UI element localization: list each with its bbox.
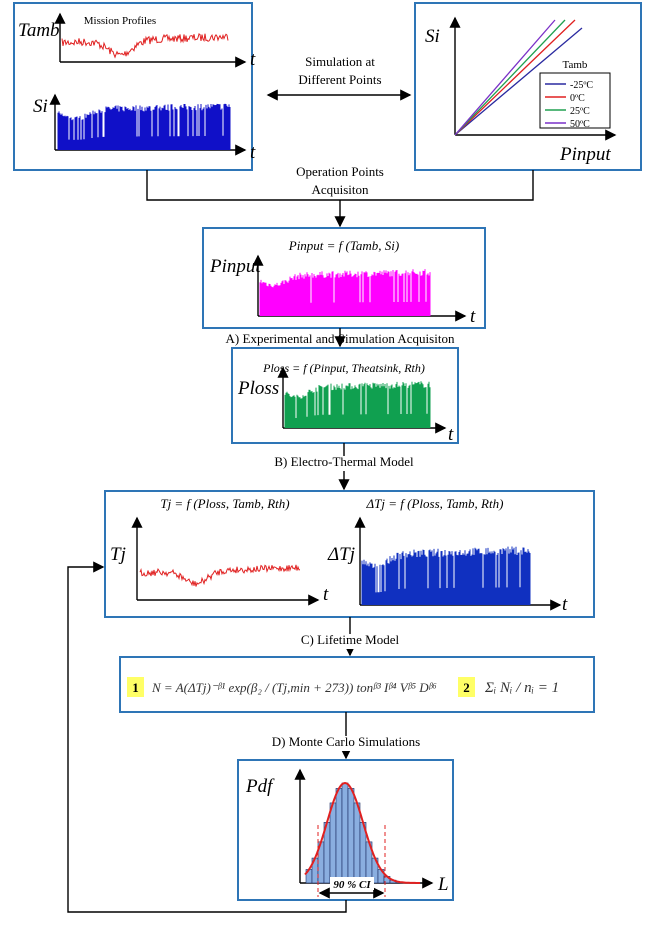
legend-label: 25ºC	[570, 106, 590, 117]
step-label: C) Lifetime Model	[301, 632, 400, 647]
legend-label: 0ºC	[570, 93, 585, 104]
axis-label: ΔTj	[327, 544, 355, 565]
histogram-bar	[348, 788, 354, 883]
equation: N = A(ΔTj)⁻ᵝ¹ exp(β₂ / (Tj,min + 273)) t…	[151, 680, 437, 695]
label: Acquisiton	[311, 182, 369, 197]
formula: Pinput = f (Tamb, Si)	[288, 238, 400, 253]
axis-label: L	[437, 874, 449, 895]
histogram-bar	[354, 803, 360, 883]
axis-label: t	[562, 594, 568, 615]
label: Operation Points	[296, 164, 384, 179]
axis-label: t	[250, 49, 256, 70]
legend-label: -25ºC	[570, 80, 593, 91]
axis-label: t	[448, 424, 454, 445]
title: Mission Profiles	[84, 15, 156, 27]
axis-label: Tj	[110, 544, 126, 565]
legend-title: Tamb	[563, 59, 588, 71]
axis-label: Tamb	[18, 20, 60, 41]
ci-label: 90 % CI	[333, 879, 371, 891]
axis-label: t	[250, 142, 256, 163]
badge-text: 1	[132, 680, 139, 695]
equation: Σᵢ Nᵢ / nᵢ = 1	[484, 680, 559, 696]
axis-label: t	[323, 584, 329, 605]
axis-label: Si	[33, 96, 48, 117]
axis-label: Pinput	[209, 256, 261, 277]
formula: Ploss = f (Pinput, Theatsink, Rth)	[262, 361, 425, 375]
label: Different Points	[298, 72, 381, 87]
step-label: B) Electro-Thermal Model	[274, 454, 414, 469]
axis-label: Si	[425, 26, 440, 47]
formula: ΔTj = f (Ploss, Tamb, Rth)	[366, 496, 504, 511]
histogram-bar	[330, 803, 336, 883]
axis-label: Pdf	[245, 776, 275, 797]
step-label: D) Monte Carlo Simulations	[272, 734, 420, 749]
legend-label: 50ºC	[570, 119, 590, 130]
formula: Tj = f (Ploss, Tamb, Rth)	[160, 496, 289, 511]
badge-text: 2	[463, 680, 470, 695]
histogram-bar	[336, 788, 342, 883]
axis-label: Pinput	[559, 144, 611, 165]
axis-label: t	[470, 306, 476, 327]
histogram-bar	[342, 783, 348, 883]
axis-label: Ploss	[237, 378, 279, 399]
label: Simulation at	[305, 54, 375, 69]
step-label: A) Experimental and Simulation Acquisito…	[226, 331, 455, 346]
